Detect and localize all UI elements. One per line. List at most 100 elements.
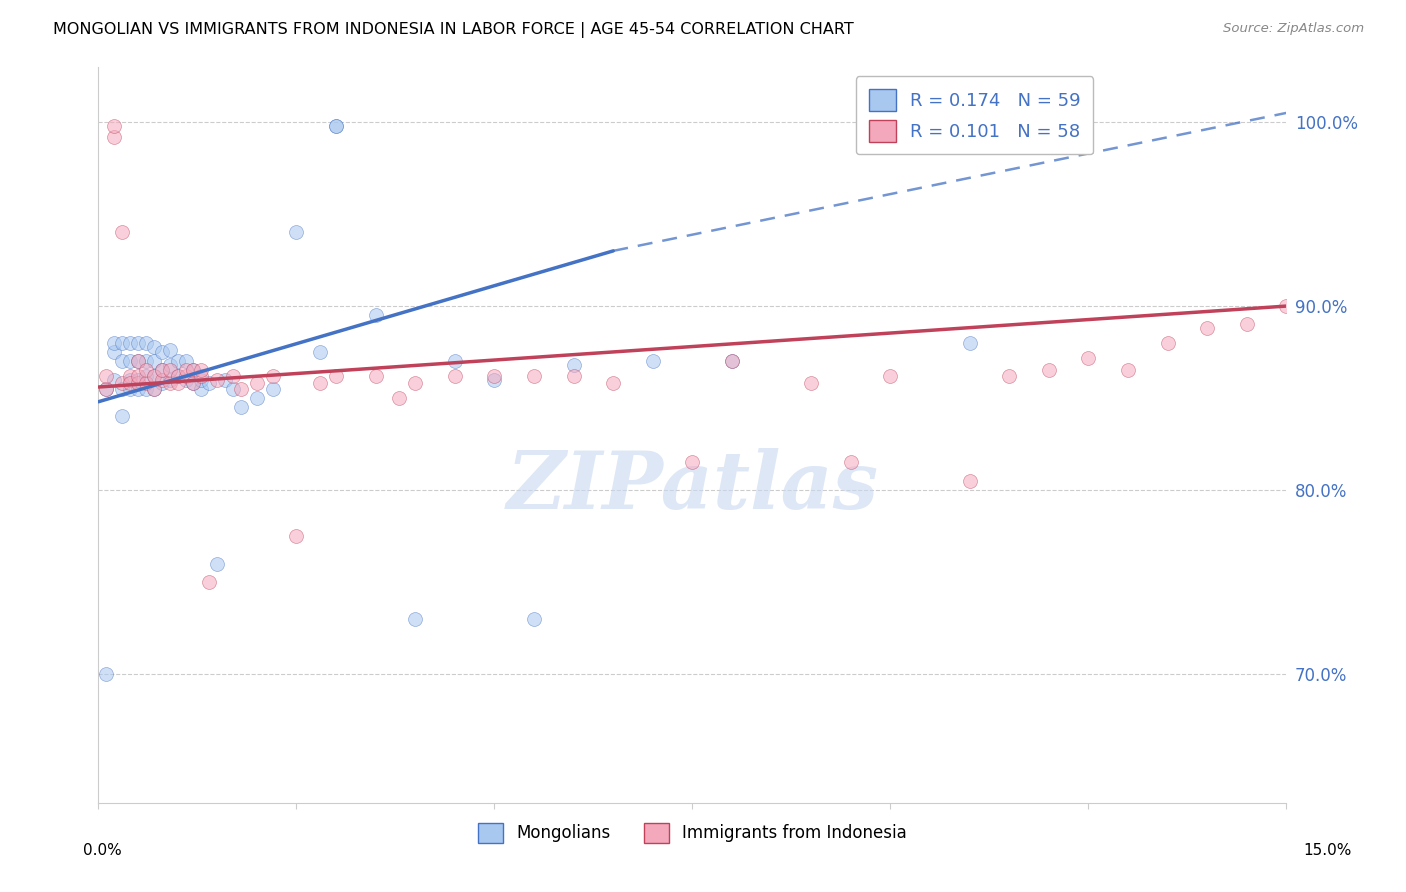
Point (444, 354, 467, 368)
Point (142, 382, 165, 396)
Point (246, 376, 269, 391)
Point (111, 335, 134, 350)
Point (325, 119, 347, 133)
Point (190, 373, 212, 387)
Point (166, 354, 188, 368)
Point (96, 368, 118, 383)
Point (174, 354, 197, 368)
Point (246, 391, 269, 405)
Point (142, 339, 165, 353)
Text: 0.0%: 0.0% (83, 843, 122, 858)
Point (142, 368, 165, 383)
Point (127, 382, 149, 396)
Point (364, 308, 387, 322)
Point (309, 376, 332, 391)
Point (127, 376, 149, 391)
Point (159, 363, 181, 377)
Point (198, 376, 221, 391)
Point (135, 376, 157, 391)
Point (166, 368, 188, 383)
Point (135, 335, 157, 350)
Point (159, 358, 181, 372)
Point (96, 382, 118, 396)
Point (120, 335, 142, 350)
Point (120, 382, 142, 396)
Point (103, 373, 125, 387)
Point (111, 354, 134, 368)
Point (959, 474, 981, 488)
Point (325, 368, 347, 383)
Point (229, 382, 252, 396)
Text: 15.0%: 15.0% (1303, 843, 1351, 858)
Point (127, 335, 149, 350)
Point (998, 368, 1021, 383)
Point (111, 409, 134, 424)
Point (174, 368, 197, 383)
Point (166, 368, 188, 383)
Point (120, 354, 142, 368)
Point (150, 376, 173, 391)
Point (523, 368, 546, 383)
Point (1156, 335, 1178, 350)
Point (484, 368, 506, 383)
Point (96, 667, 118, 681)
Point (120, 373, 142, 387)
Point (959, 335, 981, 350)
Point (562, 368, 585, 383)
Point (641, 354, 664, 368)
Point (285, 226, 308, 240)
Point (150, 363, 173, 377)
Point (103, 129, 125, 144)
Text: ZIPatlas: ZIPatlas (506, 448, 879, 525)
Point (364, 368, 387, 383)
Point (1116, 363, 1139, 377)
Point (96, 382, 118, 396)
Point (285, 529, 308, 543)
Legend: Mongolians, Immigrants from Indonesia: Mongolians, Immigrants from Indonesia (471, 816, 914, 850)
Point (159, 343, 181, 358)
Point (127, 368, 149, 383)
Point (142, 382, 165, 396)
Point (120, 368, 142, 383)
Point (127, 354, 149, 368)
Point (190, 363, 212, 377)
Point (523, 612, 546, 626)
Point (159, 376, 181, 391)
Point (800, 376, 823, 391)
Point (183, 363, 205, 377)
Point (205, 373, 228, 387)
Point (150, 373, 173, 387)
Point (444, 368, 467, 383)
Point (183, 376, 205, 391)
Point (103, 119, 125, 133)
Point (127, 354, 149, 368)
Point (135, 382, 157, 396)
Point (103, 345, 125, 359)
Point (111, 376, 134, 391)
Point (111, 382, 134, 396)
Point (198, 574, 221, 589)
Point (1197, 321, 1219, 335)
Point (174, 363, 197, 377)
Point (404, 376, 426, 391)
Point (484, 373, 506, 387)
Point (222, 368, 245, 383)
Point (174, 373, 197, 387)
Point (214, 373, 236, 387)
Point (135, 354, 157, 368)
Point (159, 373, 181, 387)
Point (388, 391, 411, 405)
Point (879, 368, 901, 383)
Point (150, 345, 173, 359)
Point (111, 226, 134, 240)
Point (166, 376, 188, 391)
Point (127, 373, 149, 387)
Point (150, 363, 173, 377)
Point (262, 382, 284, 396)
Point (602, 376, 624, 391)
Point (681, 455, 703, 469)
Point (142, 368, 165, 383)
Point (309, 345, 332, 359)
Point (142, 354, 165, 368)
Text: Source: ZipAtlas.com: Source: ZipAtlas.com (1223, 22, 1364, 36)
